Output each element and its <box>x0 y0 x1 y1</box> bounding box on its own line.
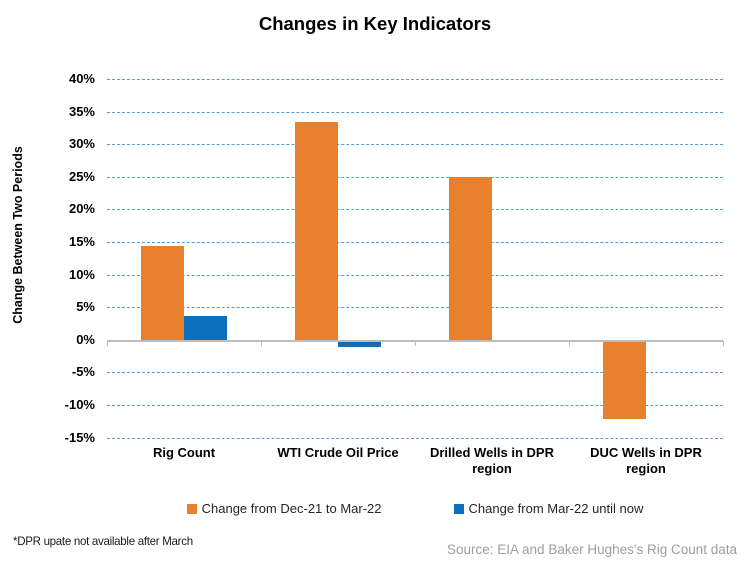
gridline <box>107 274 723 276</box>
bar-change-from-mar-22-until-now-cat1 <box>338 340 381 347</box>
legend-label: Change from Mar-22 until now <box>468 501 644 516</box>
chart-title: Changes in Key Indicators <box>258 13 492 34</box>
x-axis-tick <box>415 340 416 346</box>
bar-change-from-dec-21-to-mar-22-cat1 <box>295 122 338 340</box>
legend-item: Change from Dec-21 to Mar-22 <box>186 501 382 516</box>
gridline <box>107 372 723 374</box>
x-category-label: WTI Crude Oil Price <box>277 445 399 460</box>
gridline <box>107 437 723 439</box>
y-tick-label: 20% <box>68 201 95 217</box>
legend-swatch-icon <box>186 503 197 514</box>
gridline <box>107 209 723 211</box>
legend-swatch-icon <box>453 503 464 514</box>
y-tick-label: 35% <box>68 103 95 119</box>
legend-item: Change from Mar-22 until now <box>453 501 644 516</box>
bar-change-from-dec-21-to-mar-22-cat0 <box>141 245 184 340</box>
legend: Change from Dec-21 to Mar-22 Change from … <box>107 501 723 516</box>
y-tick-label: 30% <box>68 136 95 152</box>
x-category-label: DUC Wells in DPR region <box>590 445 702 476</box>
y-tick-label: -5% <box>71 364 95 380</box>
gridline <box>107 79 723 80</box>
footnote: *DPR upate not available after March <box>13 534 193 548</box>
bar-change-from-dec-21-to-mar-22-cat2 <box>449 177 492 340</box>
legend-label: Change from Dec-21 to Mar-22 <box>201 501 382 516</box>
source-note: Source: EIA and Baker Hughes's Rig Count… <box>447 542 737 557</box>
plot-area <box>107 79 724 439</box>
y-tick-label: 25% <box>68 168 95 184</box>
x-axis-tick <box>107 340 108 346</box>
y-tick-label: 10% <box>68 266 95 282</box>
y-tick-label: 0% <box>76 331 95 347</box>
gridline <box>107 242 723 243</box>
y-tick-label: -10% <box>64 397 95 412</box>
x-axis-tick <box>261 340 262 346</box>
gridline <box>107 176 723 178</box>
bar-change-from-mar-22-until-now-cat0 <box>184 315 227 340</box>
x-axis-tick <box>569 340 570 346</box>
x-category-label: Drilled Wells in DPR region <box>429 445 554 476</box>
bar-change-from-dec-21-to-mar-22-cat3 <box>603 340 646 420</box>
x-category-label: Rig Count <box>152 445 216 460</box>
y-tick-label: 40% <box>68 71 95 86</box>
y-tick-label: -15% <box>64 429 95 445</box>
y-tick-label: 5% <box>76 299 95 315</box>
gridline <box>107 111 723 113</box>
y-tick-label: 15% <box>68 234 95 249</box>
gridline <box>107 405 723 406</box>
x-axis-tick <box>723 340 724 346</box>
gridline <box>107 144 723 146</box>
gridline <box>107 307 723 309</box>
